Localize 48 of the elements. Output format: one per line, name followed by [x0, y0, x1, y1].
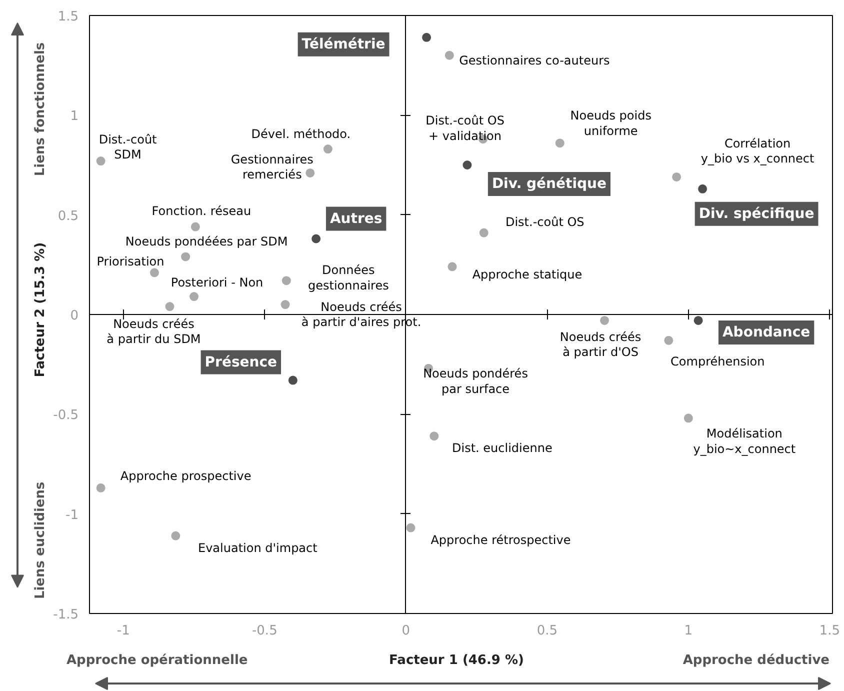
x-tick-label: 0 [402, 624, 410, 638]
annotation: Noeuds pondéées par SDM [125, 234, 288, 249]
annotation: Gestionnaires remerciés [230, 152, 314, 182]
annotation: Div. génétique [492, 176, 607, 192]
x-tick-label: 1 [684, 624, 693, 638]
annotation: Approche statique [472, 268, 582, 282]
text: Approche opérationnelle [66, 653, 248, 668]
y-tick-label: -1.5 [53, 608, 79, 622]
y-tick-label: 0 [70, 308, 79, 324]
x-tick-label: -1 [116, 624, 130, 638]
text: Liens fonctionnels [33, 42, 48, 176]
annotation: Div. spécifique [698, 206, 814, 222]
annotation: Données gestionnaires [308, 262, 389, 292]
y-tick-label: 1 [70, 109, 79, 124]
annotation: Fonction. réseau [152, 204, 252, 218]
y-tick-label: 0.5 [58, 208, 79, 224]
annotation: Autres [330, 210, 382, 227]
annotation: Modélisation y_bio~x_connect [693, 426, 796, 456]
x-axis-title: Facteur 1 (46.9 %) [389, 653, 524, 668]
annotation: Approche prospective [120, 468, 252, 483]
annotation: Evaluation d'impact [198, 540, 318, 555]
text: Liens euclidiens [33, 481, 48, 600]
annotation: Posteriori - Non [170, 276, 264, 290]
annotation: Dével. méthodo. [251, 127, 351, 142]
annotation: Dist.-coût OS [505, 214, 584, 229]
annotation: Corrélation y_bio vs x_connect [700, 136, 815, 166]
x-tick-label: 1.5 [819, 624, 840, 638]
annotation: Abondance [722, 324, 810, 340]
annotation: Noeuds pondérés par surface [423, 366, 528, 396]
y-tick-label: -0.5 [53, 408, 79, 424]
annotation: Compréhension [670, 354, 765, 368]
annotation: Télémétrie [302, 36, 386, 52]
annotation: Approche rétrospective [430, 532, 571, 547]
annotation: Priorisation [96, 254, 164, 269]
y-tick-label: 1.5 [58, 10, 79, 24]
text: Approche déductive [682, 653, 830, 668]
y-tick-label: -1 [66, 508, 79, 523]
annotation: Dist.-coût SDM [98, 132, 158, 162]
annotation: Dist. euclidienne [452, 441, 552, 456]
annotation: Noeuds poids uniforme [570, 108, 652, 138]
annotation: Gestionnaires co-auteurs [459, 53, 610, 68]
x-tick-label: -0.5 [252, 624, 278, 638]
y-axis-title: Facteur 2 (15.3 %) [33, 242, 48, 378]
annotation: Présence [204, 354, 278, 370]
annotation: Noeuds créés à partir d'OS [560, 330, 642, 360]
x-tick-label: 0.5 [536, 624, 558, 638]
annotation: Dist.-coût OS + validation [426, 113, 504, 143]
annotation: Noeuds créés à partir du SDM [106, 316, 201, 346]
